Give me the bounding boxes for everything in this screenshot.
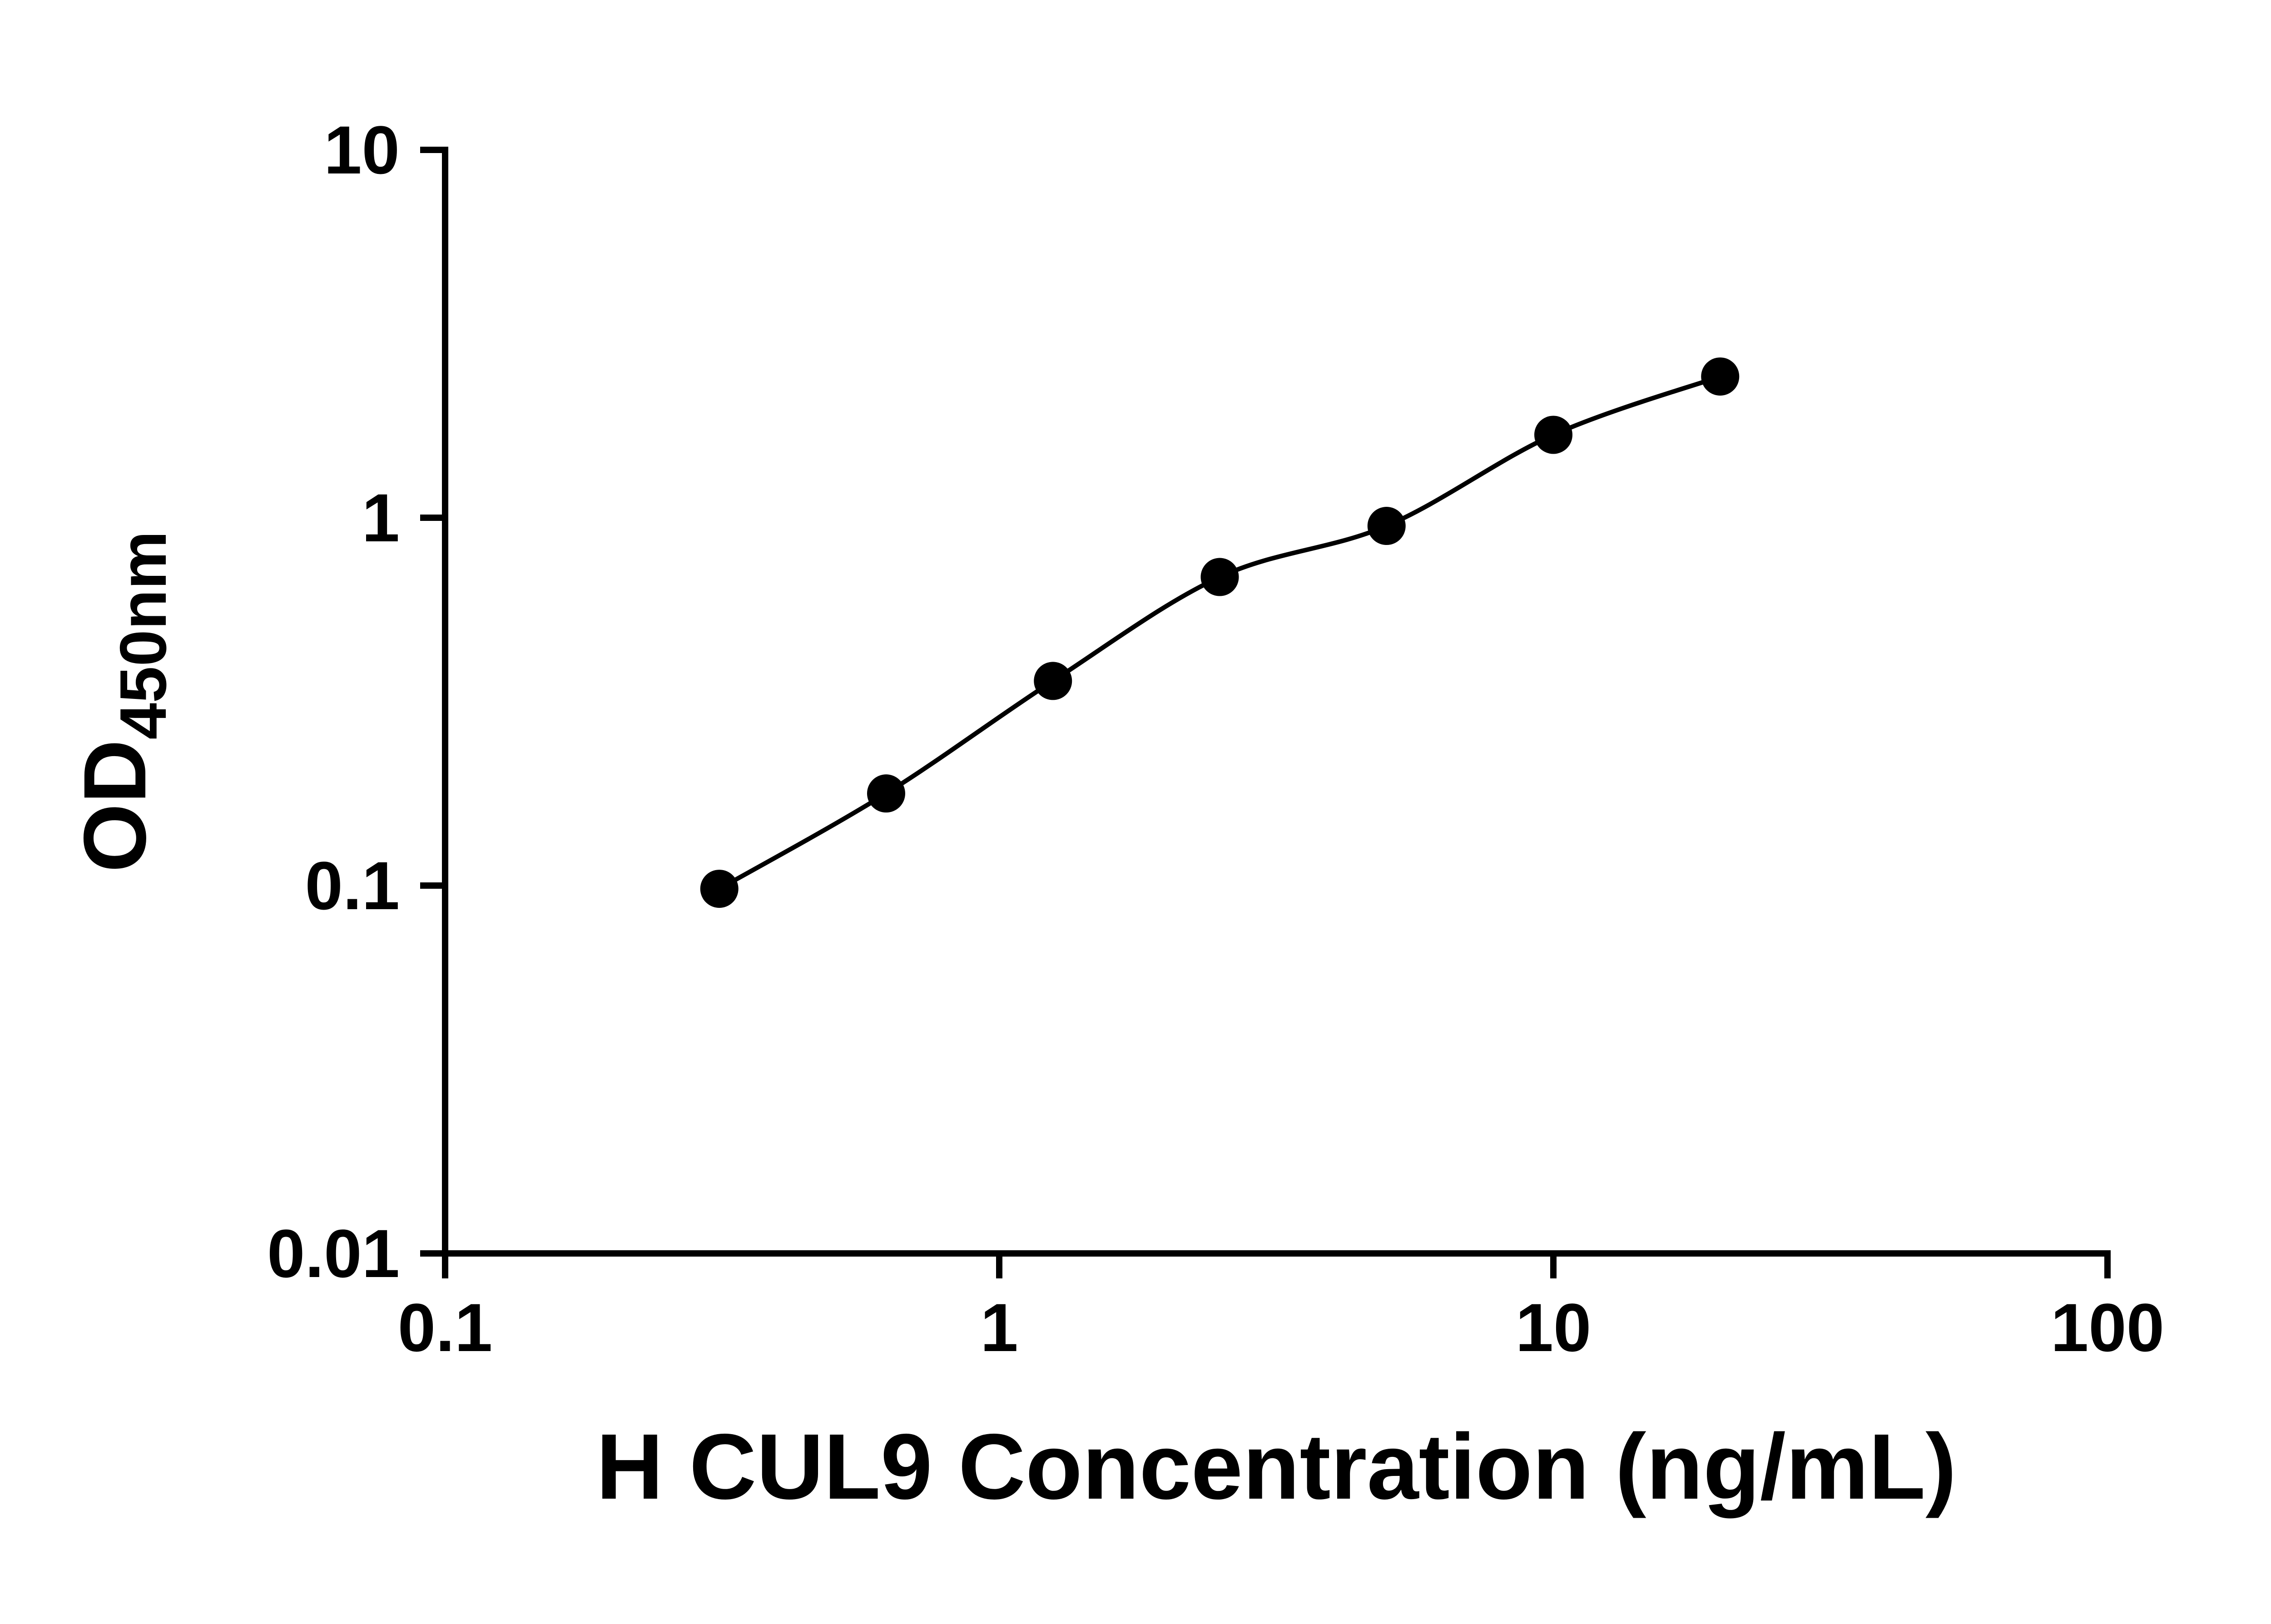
data-point — [1200, 558, 1239, 596]
data-point — [1367, 507, 1406, 545]
x-axis-title: H CUL9 Concentration (ng/mL) — [596, 1415, 1956, 1519]
data-point — [1701, 357, 1740, 396]
fit-curve — [718, 374, 1721, 891]
data-point — [1034, 662, 1072, 700]
y-tick-label: 0.01 — [267, 1215, 400, 1292]
data-point — [867, 774, 905, 813]
x-tick-label: 0.1 — [398, 1289, 493, 1366]
y-axis-title-subscript: 450nm — [106, 531, 180, 739]
x-tick-label: 100 — [2051, 1289, 2164, 1366]
y-tick-label: 10 — [324, 112, 400, 188]
y-tick-label: 1 — [362, 480, 400, 556]
data-point — [700, 870, 739, 908]
x-tick-label: 1 — [980, 1289, 1018, 1366]
axis-spines — [442, 147, 2111, 1257]
data-series — [700, 357, 1740, 908]
y-axis-title: OD450nm — [65, 531, 180, 872]
y-tick-label: 0.1 — [305, 847, 400, 924]
x-tick-label: 10 — [1516, 1289, 1592, 1366]
y-axis-title-main: OD — [65, 739, 164, 872]
data-point — [1534, 416, 1572, 454]
